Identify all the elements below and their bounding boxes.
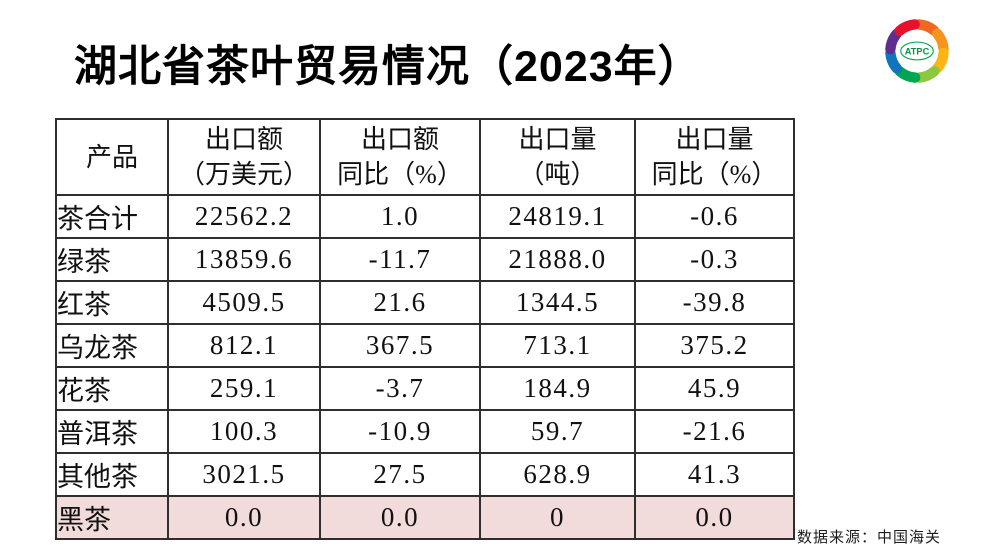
table-row: 花茶 259.1 -3.7 184.9 45.9 [55, 366, 795, 411]
table-cell: 713.1 [479, 323, 636, 368]
col-header-product: 产品 [55, 118, 169, 196]
product-cell: 黑茶 [55, 495, 169, 540]
table-cell: 0.0 [319, 495, 481, 540]
table-cell: 184.9 [479, 366, 636, 411]
product-cell: 茶合计 [55, 194, 169, 239]
product-cell: 红茶 [55, 280, 169, 325]
table-cell: 3021.5 [167, 452, 321, 497]
trade-table: 产品 出口额 （万美元） 出口额 同比（%） 出口量 （吨） 出口量 同比（%）… [55, 118, 795, 540]
table-cell: -0.3 [634, 237, 795, 282]
table-cell: 0.0 [167, 495, 321, 540]
atpc-logo: ATPC [880, 14, 954, 88]
table-cell: 1.0 [319, 194, 481, 239]
header-row: 产品 出口额 （万美元） 出口额 同比（%） 出口量 （吨） 出口量 同比（%） [55, 118, 795, 196]
table-cell: 1344.5 [479, 280, 636, 325]
logo-text: ATPC [905, 47, 930, 57]
col-header-export-volume: 出口量 （吨） [479, 118, 636, 196]
col-header-export-value: 出口额 （万美元） [167, 118, 321, 196]
product-cell: 绿茶 [55, 237, 169, 282]
table-cell: 812.1 [167, 323, 321, 368]
table-cell: -39.8 [634, 280, 795, 325]
table-cell: 13859.6 [167, 237, 321, 282]
table-cell: 375.2 [634, 323, 795, 368]
table-cell: 4509.5 [167, 280, 321, 325]
table-cell: -0.6 [634, 194, 795, 239]
table-cell: -11.7 [319, 237, 481, 282]
data-source-label: 数据来源：中国海关 [796, 529, 941, 546]
table-row: 茶合计 22562.2 1.0 24819.1 -0.6 [55, 194, 795, 239]
table-cell: -10.9 [319, 409, 481, 454]
table-cell: 45.9 [634, 366, 795, 411]
col-header-export-volume-yoy: 出口量 同比（%） [634, 118, 795, 196]
product-cell: 普洱茶 [55, 409, 169, 454]
table-row: 红茶 4509.5 21.6 1344.5 -39.8 [55, 280, 795, 325]
col-header-export-value-yoy: 出口额 同比（%） [319, 118, 481, 196]
table-cell: 21888.0 [479, 237, 636, 282]
table-cell: 259.1 [167, 366, 321, 411]
page-title: 湖北省茶叶贸易情况（2023年） [74, 43, 702, 91]
table-cell: 21.6 [319, 280, 481, 325]
table-row: 其他茶 3021.5 27.5 628.9 41.3 [55, 452, 795, 497]
table-cell: 0.0 [634, 495, 795, 540]
table-cell: 100.3 [167, 409, 321, 454]
table-cell: 0 [479, 495, 636, 540]
table-cell: 41.3 [634, 452, 795, 497]
table-row: 绿茶 13859.6 -11.7 21888.0 -0.3 [55, 237, 795, 282]
table-cell: -21.6 [634, 409, 795, 454]
table-cell: 628.9 [479, 452, 636, 497]
product-cell: 花茶 [55, 366, 169, 411]
table-cell: 24819.1 [479, 194, 636, 239]
table-cell: 367.5 [319, 323, 481, 368]
table-row: 乌龙茶 812.1 367.5 713.1 375.2 [55, 323, 795, 368]
table-cell: 59.7 [479, 409, 636, 454]
table-cell: 27.5 [319, 452, 481, 497]
table-row: 普洱茶 100.3 -10.9 59.7 -21.6 [55, 409, 795, 454]
table-cell: -3.7 [319, 366, 481, 411]
table-row-highlighted: 黑茶 0.0 0.0 0 0.0 [55, 495, 795, 540]
product-cell: 其他茶 [55, 452, 169, 497]
table-cell: 22562.2 [167, 194, 321, 239]
atpc-swirl-icon: ATPC [885, 19, 949, 83]
product-cell: 乌龙茶 [55, 323, 169, 368]
